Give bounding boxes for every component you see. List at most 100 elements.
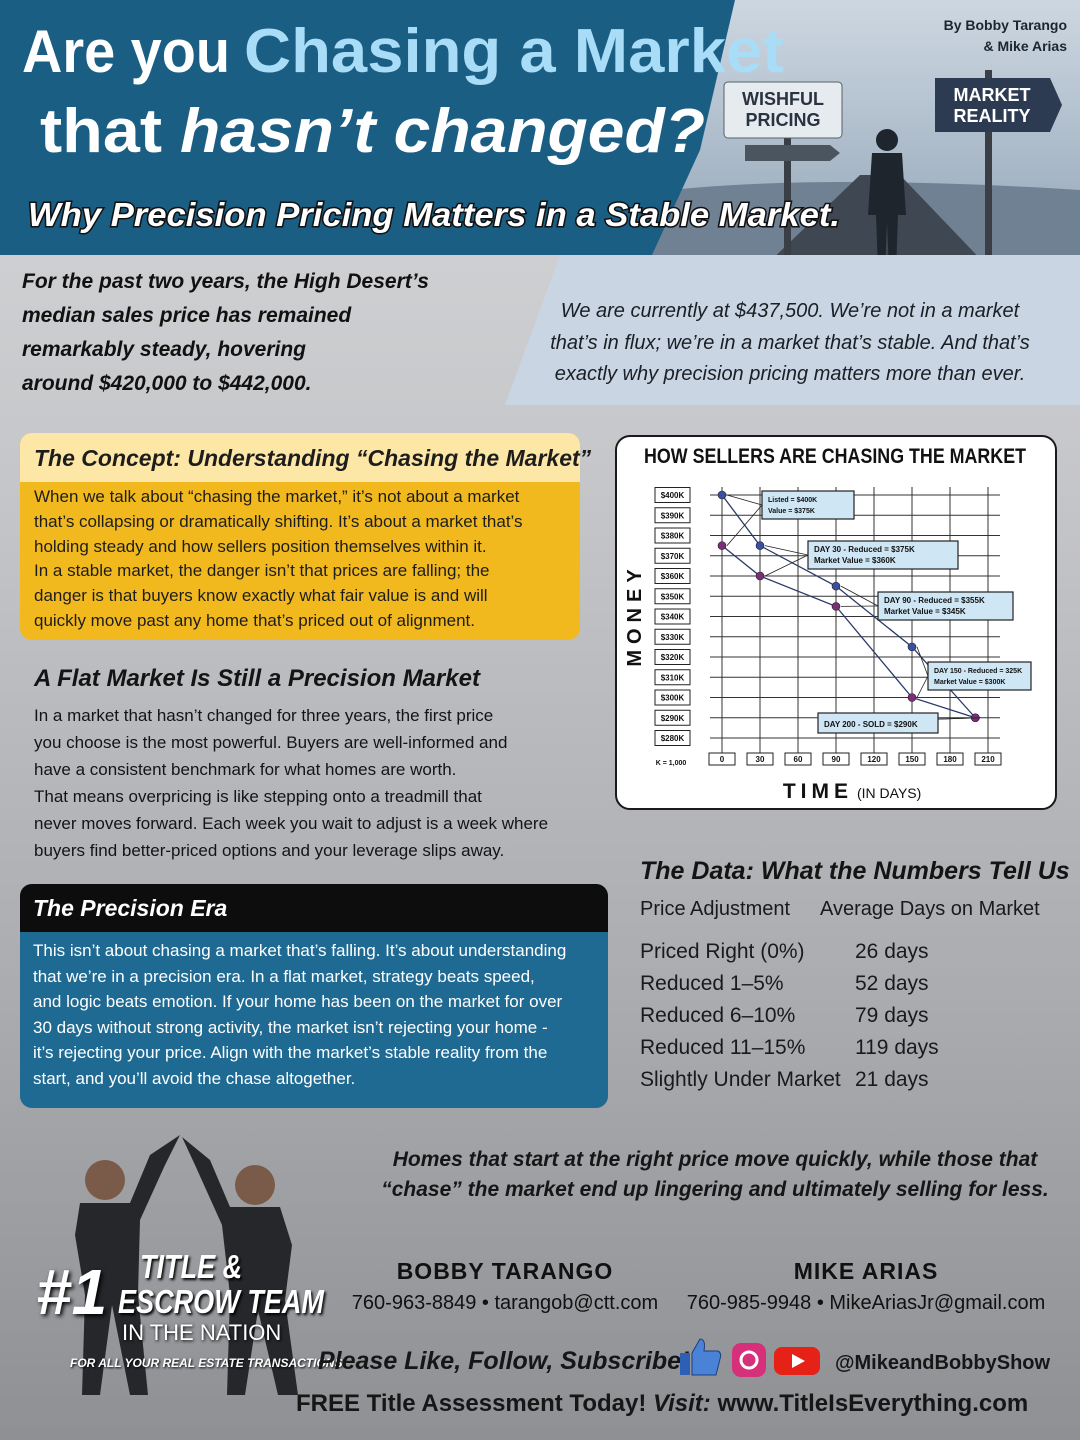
- footer: FREE Title Assessment Today! Visit: www.…: [296, 1390, 1028, 1418]
- annotation-text: Listed = $400K: [768, 497, 817, 504]
- x-tick-label: 120: [867, 755, 881, 764]
- title: that: [40, 97, 162, 166]
- y-tick-box: [654, 730, 691, 746]
- footer-visit: Visit:: [653, 1390, 711, 1417]
- annotation-arrow: [916, 675, 929, 698]
- y-tick-box: [654, 487, 691, 503]
- point: [831, 602, 841, 611]
- y-tick-box: [654, 568, 691, 584]
- x-tick-box: [936, 752, 964, 766]
- body-line: and logic beats emotion. If your home ha…: [33, 992, 563, 1011]
- header-band: [0, 0, 735, 255]
- intro-line: exactly why precision pricing matters mo…: [554, 363, 1026, 385]
- person-silhouette: [75, 1135, 298, 1395]
- point: [907, 693, 917, 702]
- annotation-arrow: [764, 554, 809, 577]
- annotation-text: DAY 200 - SOLD = $290K: [824, 720, 918, 729]
- annotation-text: DAY 150 - Reduced = 325K: [934, 668, 1022, 675]
- point: [717, 541, 727, 550]
- y-axis-label: MONEY: [624, 563, 646, 666]
- byline: & Mike Arias: [983, 38, 1067, 54]
- x-tick-box: [860, 752, 888, 766]
- y-tick-label: $300K: [661, 694, 685, 703]
- point: [907, 642, 917, 652]
- arrow-sign: [745, 145, 840, 161]
- x-tick-label: 90: [832, 755, 841, 764]
- sign-left-text: PRICING: [745, 110, 820, 130]
- badge-line: ESCROW TEAM: [118, 1283, 324, 1320]
- intro-line: We are currently at $437,500. We’re not …: [560, 300, 1020, 322]
- body-line: that we’re in a precision era. In a flat…: [33, 966, 535, 986]
- y-tick-box: [654, 669, 691, 686]
- column-header: Average Days on Market: [820, 898, 1040, 920]
- point: [831, 581, 841, 591]
- point: [755, 571, 765, 581]
- badge-line: TITLE &: [140, 1248, 243, 1285]
- contact-name: MIKE ARIAS: [793, 1258, 939, 1284]
- body-line: start, and you’ll avoid the chase altoge…: [33, 1068, 356, 1088]
- y-tick-label: $370K: [661, 552, 685, 561]
- badge-nation: IN THE NATION: [122, 1320, 282, 1345]
- row-label: Slightly Under Market: [640, 1068, 841, 1091]
- y-tick-box: [654, 649, 691, 665]
- social-icons: [680, 1338, 820, 1377]
- row-value: 79 days: [855, 1004, 929, 1027]
- intro-line: For the past two years, the High Desert’…: [22, 270, 429, 293]
- body-line: 30 days without strong activity, the mar…: [33, 1017, 548, 1037]
- closing-line: Homes that start at the right price move…: [392, 1148, 1038, 1171]
- y-tick-label: $330K: [661, 633, 685, 642]
- y-tick-label: $350K: [661, 592, 685, 601]
- body-line: never moves forward. Each week you wait …: [34, 814, 549, 833]
- y-tick-label: $360K: [661, 572, 685, 581]
- x-tick-label: 150: [905, 755, 919, 764]
- sign-post: [784, 120, 791, 270]
- body-line: you choose is the most powerful. Buyers …: [34, 733, 508, 752]
- intro-line: median sales price has remained: [22, 304, 352, 327]
- x-tick-label: 180: [943, 755, 957, 764]
- body-line: holding steady and how sellers position …: [34, 536, 487, 556]
- team-photo: [75, 1135, 298, 1395]
- annotation-box: [817, 712, 939, 734]
- instagram-lens: [739, 1350, 759, 1370]
- annotation-arrow: [840, 585, 879, 607]
- x-tick-box: [822, 752, 850, 766]
- y-tick-label: $400K: [661, 491, 685, 500]
- y-tick-label: $340K: [661, 613, 685, 622]
- header: WISHFUL PRICING MARKET REALITY Are you C…: [0, 0, 1080, 405]
- era-heading: The Precision Era: [33, 895, 228, 921]
- row-label: Reduced 1–5%: [640, 972, 784, 995]
- byline: By Bobby Tarango: [944, 17, 1067, 33]
- row-label: Reduced 6–10%: [640, 1004, 796, 1027]
- instagram-icon: [732, 1343, 766, 1377]
- body-line: When we talk about “chasing the market,”…: [34, 487, 520, 506]
- row-value: 26 days: [855, 940, 929, 963]
- intro-line: around $420,000 to $442,000.: [22, 372, 312, 395]
- x-tick-label: 0: [720, 755, 725, 764]
- title-highlight: Chasing a Market: [244, 17, 784, 86]
- era-heading-bar: [20, 884, 608, 932]
- body-line: In a market that hasn’t changed for thre…: [34, 706, 494, 725]
- annotation-arrow: [916, 646, 929, 677]
- column-header: Price Adjustment: [640, 898, 791, 920]
- intro-band: [505, 255, 1080, 405]
- annotation-box: [927, 661, 1032, 691]
- y-tick-box: [654, 547, 691, 564]
- y-tick-box: [654, 689, 691, 706]
- annotation-text: Value = $375K: [768, 508, 815, 515]
- y-tick-box: [654, 628, 691, 645]
- era-box: [20, 884, 608, 1108]
- unit-note: K = 1,000: [656, 760, 687, 767]
- annotation-text: DAY 30 - Reduced = $375K: [814, 545, 915, 554]
- y-tick-box: [654, 507, 691, 524]
- social-handle: @MikeandBobbyShow: [835, 1352, 1051, 1374]
- concept-box: [20, 433, 580, 640]
- subtitle: Why Precision Pricing Matters in a Stabl…: [28, 196, 840, 233]
- person-silhouette: [868, 129, 906, 272]
- y-tick-box: [654, 608, 691, 625]
- y-tick-label: $290K: [661, 714, 685, 723]
- badge-tagline: FOR ALL YOUR REAL ESTATE TRANSACTIONS: [70, 1356, 343, 1370]
- data-heading: The Data: What the Numbers Tell Us: [640, 857, 1070, 885]
- x-tick-box: [708, 752, 736, 766]
- annotation-text: Market Value = $300K: [934, 679, 1005, 686]
- footer-url: www.TitleIsEverything.com: [717, 1390, 1029, 1417]
